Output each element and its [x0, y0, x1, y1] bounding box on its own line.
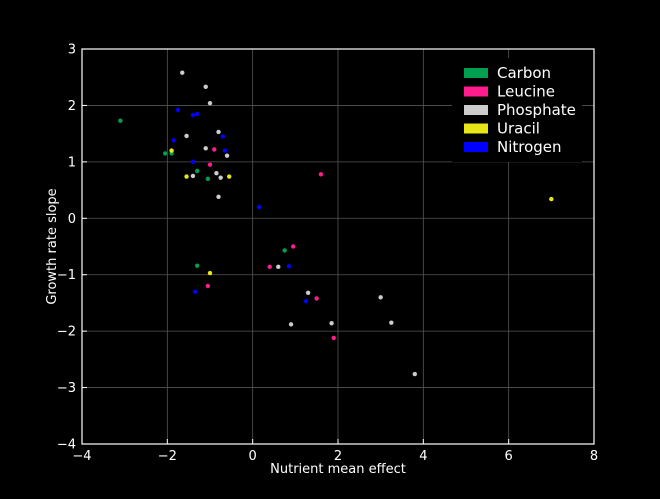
y-axis-ticks: 3 2 1 0 −1 −2 −3 −4 — [57, 43, 87, 453]
legend-label-nitrogen: Nitrogen — [497, 138, 562, 156]
data-point-leucine — [207, 162, 213, 167]
legend-label-phosphate: Phosphate — [497, 101, 576, 119]
data-point-phosphate — [216, 194, 221, 200]
data-point-phosphate — [389, 320, 394, 325]
data-point-phosphate — [203, 146, 208, 151]
x-axis-ticks: −4 −2 0 2 4 6 8 — [72, 439, 598, 464]
data-point-uracil — [227, 174, 232, 179]
data-point-nitrogen — [190, 159, 196, 165]
data-point-phosphate — [276, 264, 281, 270]
data-point-uracil — [184, 174, 189, 179]
data-point-nitrogen — [303, 299, 309, 304]
data-point-phosphate — [378, 295, 383, 300]
data-point-leucine — [205, 283, 211, 289]
x-tick-label: 4 — [419, 449, 427, 464]
data-point-uracil — [549, 196, 554, 202]
y-tick-label: 2 — [68, 99, 76, 114]
data-point-phosphate — [203, 84, 208, 90]
data-point-leucine — [314, 296, 319, 301]
legend-swatch-uracil — [464, 123, 488, 134]
x-axis-label: Nutrient mean effect — [270, 462, 406, 477]
legend-swatch-leucine — [464, 86, 488, 97]
data-point-phosphate — [207, 100, 213, 106]
data-point-phosphate — [288, 322, 294, 327]
data-point-phosphate — [190, 173, 196, 179]
data-point-carbon — [282, 248, 287, 253]
data-point-phosphate — [224, 153, 230, 158]
data-point-carbon — [163, 151, 168, 156]
data-points — [118, 70, 554, 377]
x-tick-label: −2 — [158, 449, 177, 464]
x-tick-label: 6 — [505, 449, 513, 464]
legend-label-uracil: Uracil — [497, 120, 540, 138]
data-point-carbon — [195, 263, 200, 268]
data-point-nitrogen — [195, 111, 200, 117]
data-point-leucine — [291, 244, 296, 249]
x-tick-label: −4 — [72, 449, 91, 464]
y-tick-label: −1 — [57, 268, 76, 283]
data-point-nitrogen — [220, 134, 225, 139]
y-tick-label: 1 — [68, 155, 76, 170]
x-tick-label: 0 — [249, 449, 257, 464]
data-point-phosphate — [214, 170, 219, 176]
y-tick-label: 0 — [68, 212, 76, 227]
data-point-nitrogen — [222, 148, 228, 153]
legend-label-carbon: Carbon — [497, 64, 551, 82]
y-tick-label: 3 — [68, 43, 76, 58]
data-point-nitrogen — [192, 289, 198, 294]
y-tick-label: −4 — [57, 438, 76, 453]
data-point-phosphate — [412, 371, 417, 377]
x-tick-label: 2 — [334, 449, 342, 464]
legend-swatch-nitrogen — [464, 142, 488, 152]
legend-label-leucine: Leucine — [497, 83, 555, 101]
data-point-uracil — [169, 148, 174, 153]
legend-swatch-carbon — [464, 68, 488, 78]
data-point-carbon — [195, 168, 200, 174]
data-point-nitrogen — [256, 204, 262, 210]
data-point-nitrogen — [286, 264, 292, 269]
y-tick-label: −3 — [57, 381, 76, 396]
data-point-phosphate — [184, 133, 189, 139]
y-tick-label: −2 — [57, 325, 76, 340]
data-point-phosphate — [216, 129, 221, 135]
data-point-leucine — [331, 335, 336, 341]
data-point-leucine — [267, 264, 272, 270]
data-point-nitrogen — [175, 107, 181, 113]
data-point-phosphate — [305, 290, 311, 295]
data-point-carbon — [205, 176, 211, 181]
data-point-uracil — [207, 270, 213, 276]
data-point-nitrogen — [171, 138, 176, 143]
legend-swatch-phosphate — [464, 105, 488, 115]
data-point-phosphate — [180, 70, 185, 75]
data-point-carbon — [118, 118, 123, 123]
x-tick-label: 8 — [590, 449, 598, 464]
data-point-nitrogen — [190, 112, 196, 118]
data-point-leucine — [318, 172, 324, 177]
y-axis-label: Growth rate slope — [45, 188, 60, 304]
data-point-phosphate — [218, 175, 223, 180]
data-point-phosphate — [329, 321, 334, 326]
data-point-leucine — [212, 147, 217, 152]
